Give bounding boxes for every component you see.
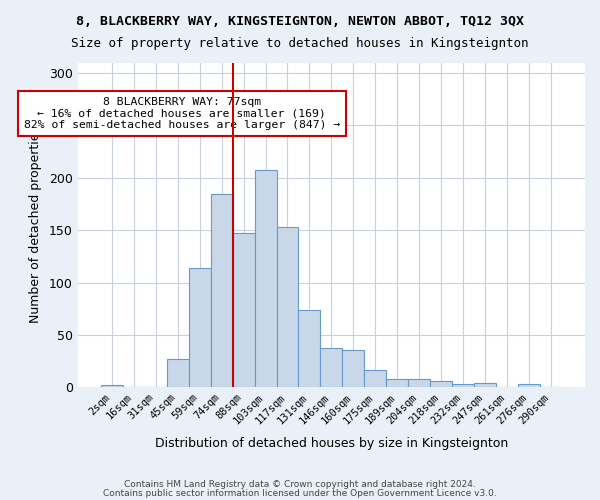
Bar	[430, 381, 452, 388]
Bar	[474, 383, 496, 388]
Bar	[277, 227, 298, 388]
Bar	[101, 386, 123, 388]
Bar	[233, 234, 254, 388]
Bar	[452, 384, 474, 388]
Y-axis label: Number of detached properties: Number of detached properties	[29, 126, 42, 324]
Bar	[386, 379, 408, 388]
Text: 8, BLACKBERRY WAY, KINGSTEIGNTON, NEWTON ABBOT, TQ12 3QX: 8, BLACKBERRY WAY, KINGSTEIGNTON, NEWTON…	[76, 15, 524, 28]
X-axis label: Distribution of detached houses by size in Kingsteignton: Distribution of detached houses by size …	[155, 437, 508, 450]
Bar	[364, 370, 386, 388]
Bar	[343, 350, 364, 388]
Bar	[188, 268, 211, 388]
Bar	[211, 194, 233, 388]
Bar	[298, 310, 320, 388]
Text: Contains public sector information licensed under the Open Government Licence v3: Contains public sector information licen…	[103, 490, 497, 498]
Bar	[518, 384, 540, 388]
Bar	[254, 170, 277, 388]
Text: 8 BLACKBERRY WAY: 77sqm
← 16% of detached houses are smaller (169)
82% of semi-d: 8 BLACKBERRY WAY: 77sqm ← 16% of detache…	[23, 96, 340, 130]
Text: Contains HM Land Registry data © Crown copyright and database right 2024.: Contains HM Land Registry data © Crown c…	[124, 480, 476, 489]
Bar	[320, 348, 343, 388]
Text: Size of property relative to detached houses in Kingsteignton: Size of property relative to detached ho…	[71, 38, 529, 51]
Bar	[408, 379, 430, 388]
Bar	[167, 359, 188, 388]
